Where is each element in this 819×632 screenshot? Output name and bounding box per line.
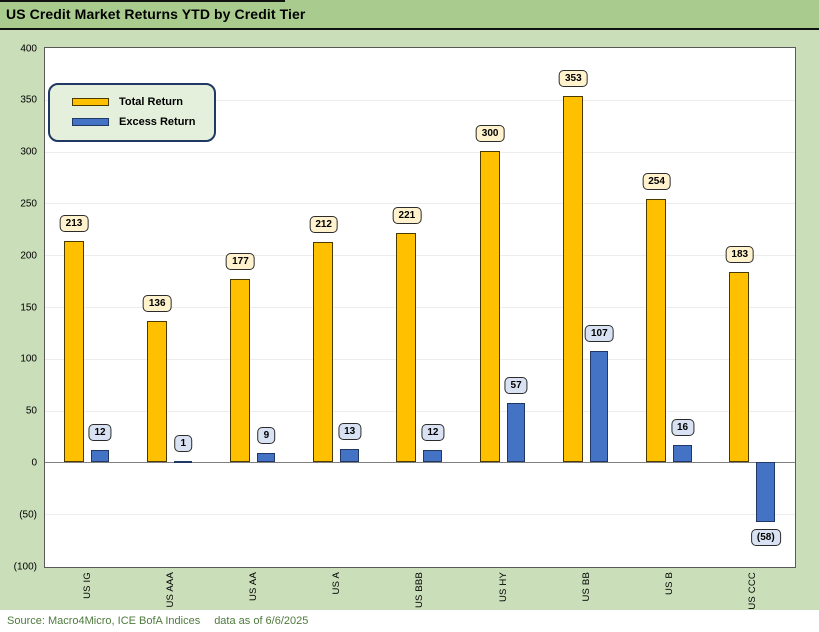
total-return-bar (479, 151, 500, 463)
y-axis-tick-label: 100 (20, 353, 37, 365)
x-axis-category-label: US IG (81, 571, 93, 599)
source-text: Source: Macro4Micro, ICE BofA Indices (7, 615, 201, 627)
title-band: US Credit Market Returns YTD by Credit T… (0, 0, 819, 30)
total-return-bar (229, 279, 250, 463)
footer: Source: Macro4Micro, ICE BofA Indices da… (0, 610, 819, 632)
excess-return-bar (673, 445, 692, 463)
y-axis-tick-label: 50 (25, 405, 37, 417)
x-axis-category-cell: US BBB (378, 572, 461, 612)
total-return-swatch (72, 98, 109, 106)
excess-return-value-label: 57 (504, 376, 528, 395)
y-axis-tick-label: 350 (20, 94, 37, 106)
excess-return-value-label: (58) (750, 528, 781, 547)
excess-return-value-label: 13 (338, 422, 362, 441)
gridline (45, 151, 795, 153)
legend-item-excess-return: Excess Return (72, 116, 214, 128)
zero-line (45, 462, 795, 464)
total-return-value-label: 254 (642, 172, 671, 191)
excess-return-swatch (72, 118, 109, 126)
y-axis-tick-label: 150 (20, 302, 37, 313)
excess-return-bar (756, 462, 775, 523)
total-return-value-label: 300 (475, 124, 505, 143)
legend: Total Return Excess Return (48, 83, 216, 142)
x-axis-category-label: US A (331, 571, 343, 594)
gridline (45, 410, 795, 412)
total-return-value-label: 136 (142, 294, 172, 313)
x-axis-category-cell: US IG (46, 572, 129, 612)
excess-return-bar (423, 450, 442, 463)
x-axis-category-cell: US AAA (129, 572, 212, 612)
x-axis-category-label: US CCC (747, 571, 759, 610)
x-axis-category-label: US BB (580, 571, 592, 602)
total-return-bar (146, 321, 167, 463)
y-axis-tick-label: 300 (20, 146, 37, 158)
excess-return-bar (173, 461, 193, 464)
total-return-value-label: 212 (309, 215, 338, 234)
x-axis-category-cell: US B (628, 572, 711, 612)
x-axis-category-cell: US BB (545, 572, 628, 612)
legend-label-excess-return: Excess Return (119, 116, 196, 128)
total-return-bar (396, 233, 417, 463)
y-axis-tick-label: (100) (13, 561, 37, 572)
total-return-bar (313, 242, 334, 463)
legend-label-total-return: Total Return (119, 96, 183, 108)
total-return-bar (562, 96, 583, 463)
excess-return-value-label: 9 (257, 426, 276, 445)
chart-area: Total Return Excess Return 400 350 300 250 2… (0, 30, 819, 610)
chart-title: US Credit Market Returns YTD by Credit T… (6, 6, 306, 22)
total-return-bar (729, 272, 750, 463)
title-top-border (0, 0, 285, 2)
gridline (45, 255, 795, 257)
total-return-value-label: 213 (59, 214, 89, 233)
total-return-value-label: 353 (558, 69, 588, 88)
x-axis-category-label: US BBB (414, 571, 426, 608)
gridline (45, 358, 795, 360)
x-axis-category-cell: US CCC (711, 572, 794, 612)
y-axis-tick-label: 0 (31, 457, 37, 469)
x-axis-category-label: US AAA (164, 571, 176, 608)
total-return-value-label: 183 (725, 245, 755, 264)
as-of-text: data as of 6/6/2025 (214, 615, 309, 627)
excess-return-bar (340, 449, 359, 463)
excess-return-bar (90, 450, 109, 463)
y-axis-tick-label: 250 (20, 198, 37, 210)
y-axis-tick-label: 400 (20, 43, 37, 54)
excess-return-bar (256, 453, 276, 463)
x-axis-category-cell: US HY (462, 572, 545, 612)
x-axis-category-label: US AA (248, 571, 260, 601)
gridline (45, 203, 795, 205)
gridline (45, 307, 795, 308)
gridline (45, 99, 795, 101)
total-return-value-label: 221 (392, 206, 422, 225)
excess-return-value-label: 1 (174, 434, 192, 453)
x-axis-category-cell: US A (295, 572, 378, 612)
legend-item-total-return: Total Return (72, 96, 214, 108)
excess-return-bar (506, 403, 526, 463)
excess-return-value-label: 12 (421, 423, 445, 442)
excess-return-value-label: 107 (584, 324, 614, 343)
total-return-bar (63, 241, 84, 463)
x-axis-category-label: US HY (497, 571, 509, 602)
excess-return-bar (589, 351, 609, 463)
total-return-bar (646, 199, 667, 463)
y-axis-tick-label: (50) (19, 509, 37, 521)
total-return-value-label: 177 (226, 252, 255, 271)
y-axis-tick-label: 200 (20, 250, 37, 262)
excess-return-value-label: 16 (670, 418, 695, 437)
x-axis-category-label: US B (664, 571, 676, 595)
gridline (45, 514, 795, 516)
excess-return-value-label: 12 (88, 423, 112, 442)
x-axis-category-cell: US AA (212, 572, 295, 612)
